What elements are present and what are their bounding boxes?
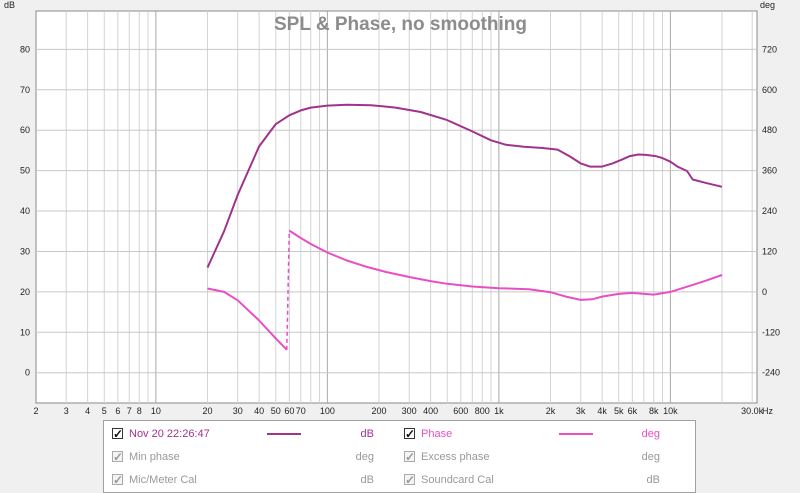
chart-title: SPL & Phase, no smoothing [274, 14, 527, 35]
x-tick-label: 100 [320, 406, 335, 416]
check-icon: ✓ [113, 450, 124, 464]
x-tick-label: 5 [102, 406, 107, 416]
x-tick-label: 6 [115, 406, 120, 416]
x-tick-label: 70 [296, 406, 306, 416]
checkbox[interactable]: ✓ [404, 427, 415, 441]
legend-item-phase[interactable]: ✓ Phase deg [404, 425, 684, 443]
x-tick-label: 7 [127, 406, 132, 416]
x-tick-label: 20 [202, 406, 212, 416]
left-tick-label: 70 [20, 85, 30, 95]
left-tick-label: 30 [20, 246, 30, 256]
legend-item-soundcard-cal: ✓ Soundcard Cal dB [404, 471, 684, 489]
left-tick-label: 60 [20, 125, 30, 135]
x-tick-label: 8k [649, 406, 659, 416]
legend-unit: dB [360, 428, 374, 440]
line-swatch [559, 433, 593, 435]
legend-item-excess-phase: ✓ Excess phase deg [404, 448, 684, 466]
series-line-phase [288, 229, 723, 301]
line-swatch [267, 433, 301, 435]
x-tick-label: 600 [453, 406, 468, 416]
legend-item-mic-cal: ✓ Mic/Meter Cal dB [112, 471, 392, 489]
x-tick-label: 30 [233, 406, 243, 416]
legend-unit: dB [646, 474, 660, 486]
checkbox: ✓ [112, 473, 123, 487]
phase-wrap-line [286, 230, 291, 350]
check-icon: ✓ [113, 473, 124, 487]
x-tick-label: 300 [402, 406, 417, 416]
x-tick-label: 40 [254, 406, 264, 416]
legend-label: Phase [421, 428, 453, 440]
spl-phase-chart: dB01020304050607080deg-240-1200120240360… [4, 0, 780, 416]
legend-label: Soundcard Cal [421, 474, 494, 486]
x-tick-label: 8 [137, 406, 142, 416]
x-tick-label: 5k [614, 406, 624, 416]
left-tick-label: 50 [20, 166, 30, 176]
left-tick-label: 20 [20, 287, 30, 297]
right-axis-label: deg [760, 0, 775, 10]
x-tick-label: 800 [475, 406, 490, 416]
series-line-spl [206, 103, 723, 269]
right-tick-label: 600 [762, 85, 777, 95]
x-tick-label: 50 [271, 406, 281, 416]
left-tick-label: 0 [25, 368, 30, 378]
check-icon: ✓ [405, 473, 416, 487]
legend-label: Mic/Meter Cal [129, 474, 197, 486]
left-tick-label: 10 [20, 327, 30, 337]
x-tick-label: 4 [85, 406, 90, 416]
checkbox: ✓ [112, 450, 123, 464]
legend-panel: ✓ Nov 20 22:26:47 dB ✓ Phase deg ✓ Min p… [103, 420, 696, 493]
checkbox: ✓ [404, 450, 415, 464]
x-tick-label: 2 [33, 406, 38, 416]
x-tick-label: 1k [494, 406, 504, 416]
left-axis-label: dB [4, 0, 15, 10]
x-tick-label: 400 [423, 406, 438, 416]
legend-unit: deg [641, 451, 660, 463]
x-axis-unit: Hz [762, 406, 773, 416]
left-tick-label: 40 [20, 206, 30, 216]
x-tick-label: 2k [546, 406, 556, 416]
legend-unit: dB [360, 474, 374, 486]
right-tick-label: 360 [762, 166, 777, 176]
x-tick-label: 10k [663, 406, 678, 416]
legend-item-measurement[interactable]: ✓ Nov 20 22:26:47 dB [112, 425, 392, 443]
right-tick-label: 240 [762, 206, 777, 216]
legend-item-min-phase: ✓ Min phase deg [112, 448, 392, 466]
right-tick-label: 0 [762, 287, 767, 297]
left-tick-label: 80 [20, 44, 30, 54]
series-line-phase [207, 287, 288, 351]
legend-label: Min phase [129, 451, 180, 463]
x-tick-label: 4k [597, 406, 607, 416]
checkbox[interactable]: ✓ [112, 427, 123, 441]
plot-area [35, 10, 758, 404]
legend-unit: deg [641, 428, 660, 440]
checkbox: ✓ [404, 473, 415, 487]
legend-unit: deg [355, 451, 374, 463]
check-icon: ✓ [405, 427, 416, 441]
right-tick-label: 720 [762, 44, 777, 54]
x-tick-label: 3k [576, 406, 586, 416]
right-tick-label: 480 [762, 125, 777, 135]
check-icon: ✓ [405, 450, 416, 464]
right-tick-label: -120 [762, 327, 780, 337]
x-tick-label: 200 [371, 406, 386, 416]
x-tick-label: 3 [64, 406, 69, 416]
x-tick-label: 6k [628, 406, 638, 416]
x-tick-label: 10 [151, 406, 161, 416]
right-tick-label: -240 [762, 368, 780, 378]
x-tick-label: 30.0k [741, 406, 764, 416]
legend-label: Excess phase [421, 451, 490, 463]
right-tick-label: 120 [762, 246, 777, 256]
check-icon: ✓ [113, 427, 124, 441]
legend-label: Nov 20 22:26:47 [129, 428, 210, 440]
x-tick-label: 60 [284, 406, 294, 416]
